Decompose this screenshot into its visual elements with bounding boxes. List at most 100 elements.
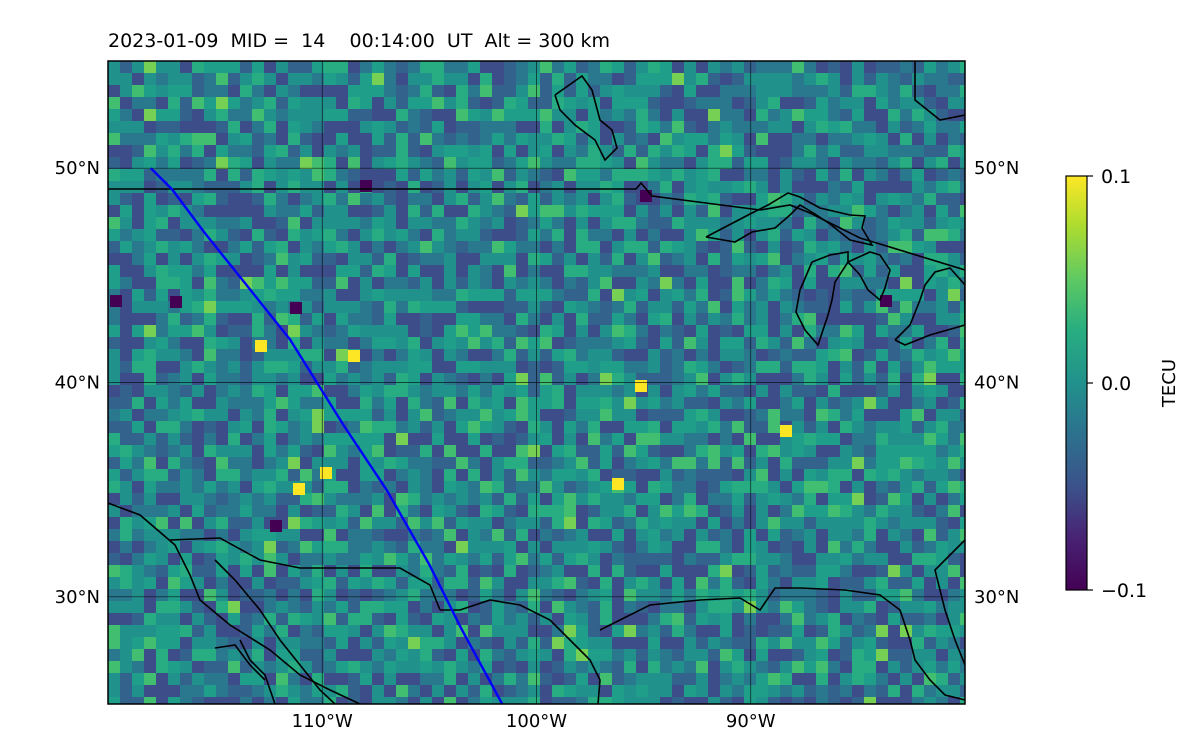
tec-cell (660, 481, 672, 493)
tec-cell (852, 685, 864, 697)
tec-cell (360, 205, 372, 217)
tec-cell (816, 553, 828, 565)
tec-cell (288, 469, 300, 481)
tec-cell (888, 469, 900, 481)
tec-cell (288, 193, 300, 205)
tec-cell (720, 277, 732, 289)
tec-cell (384, 637, 396, 649)
tec-cell (840, 121, 852, 133)
tec-cell (840, 169, 852, 181)
tec-cell (504, 421, 516, 433)
tec-cell (528, 301, 540, 313)
tec-cell (900, 541, 912, 553)
tec-cell (948, 193, 960, 205)
tec-cell (792, 397, 804, 409)
tec-cell (768, 73, 780, 85)
tec-cell (732, 445, 744, 457)
tec-cell (156, 433, 168, 445)
tec-cell (648, 277, 660, 289)
tec-cell-low (110, 295, 122, 307)
tec-cell (852, 373, 864, 385)
tec-cell-high (255, 340, 267, 352)
tec-cell (120, 397, 132, 409)
tec-cell (516, 589, 528, 601)
tec-cell (408, 181, 420, 193)
tec-cell (156, 349, 168, 361)
lake-huron (847, 251, 891, 302)
tec-cell (384, 169, 396, 181)
tec-cell (540, 361, 552, 373)
tec-cell (420, 637, 432, 649)
tec-cell (228, 121, 240, 133)
tec-cell (720, 625, 732, 637)
tec-cell (600, 577, 612, 589)
tec-cell (336, 157, 348, 169)
tec-cell (168, 553, 180, 565)
tec-cell (600, 349, 612, 361)
tec-cell (432, 337, 444, 349)
east-coast-northeast (914, 61, 965, 121)
tec-cell (672, 205, 684, 217)
tec-cell (384, 241, 396, 253)
tec-cell (720, 85, 732, 97)
tec-cell (288, 241, 300, 253)
tec-cell (300, 637, 312, 649)
tec-cell (504, 445, 516, 457)
tec-cell (684, 385, 696, 397)
tec-cell (120, 313, 132, 325)
tec-cell (144, 457, 156, 469)
tec-cell (312, 85, 324, 97)
tec-cell (828, 613, 840, 625)
tec-cell (672, 589, 684, 601)
tec-cell (900, 493, 912, 505)
tec-cell (312, 145, 324, 157)
tec-cell (864, 337, 876, 349)
tec-cell (552, 217, 564, 229)
tec-cell (276, 85, 288, 97)
tec-cell (432, 241, 444, 253)
tec-cell (504, 169, 516, 181)
tec-cell (948, 109, 960, 121)
tec-cell (696, 277, 708, 289)
tec-cell (900, 205, 912, 217)
tec-cell (120, 373, 132, 385)
tec-cell (312, 61, 324, 73)
tec-cell (348, 517, 360, 529)
tec-cell (504, 517, 516, 529)
tec-cell (636, 241, 648, 253)
tec-cell (144, 253, 156, 265)
tec-cell (924, 541, 936, 553)
tec-cell (180, 589, 192, 601)
tec-cell (216, 625, 228, 637)
tec-cell (444, 373, 456, 385)
tec-cell (900, 169, 912, 181)
tec-cell (348, 361, 360, 373)
tec-cell (924, 625, 936, 637)
tec-cell (960, 253, 965, 265)
tec-cell (744, 181, 756, 193)
tec-cell (780, 169, 792, 181)
tec-cell (540, 649, 552, 661)
tec-cell (216, 697, 228, 704)
tec-cell (156, 265, 168, 277)
tec-cell (708, 73, 720, 85)
tec-cell (108, 625, 120, 637)
tec-cell (468, 277, 480, 289)
tec-cell (840, 481, 852, 493)
tec-cell (468, 565, 480, 577)
tec-cell (264, 397, 276, 409)
tec-cell (960, 445, 965, 457)
tec-cell (744, 673, 756, 685)
tec-cell (408, 121, 420, 133)
tec-cell (408, 205, 420, 217)
tec-cell (264, 433, 276, 445)
tec-cell (624, 445, 636, 457)
tec-cell (360, 241, 372, 253)
tec-cell (540, 505, 552, 517)
tec-cell (576, 217, 588, 229)
tec-cell (552, 61, 564, 73)
tec-cell (900, 553, 912, 565)
tec-cell (732, 301, 744, 313)
tec-cell (396, 325, 408, 337)
tec-cell (792, 145, 804, 157)
